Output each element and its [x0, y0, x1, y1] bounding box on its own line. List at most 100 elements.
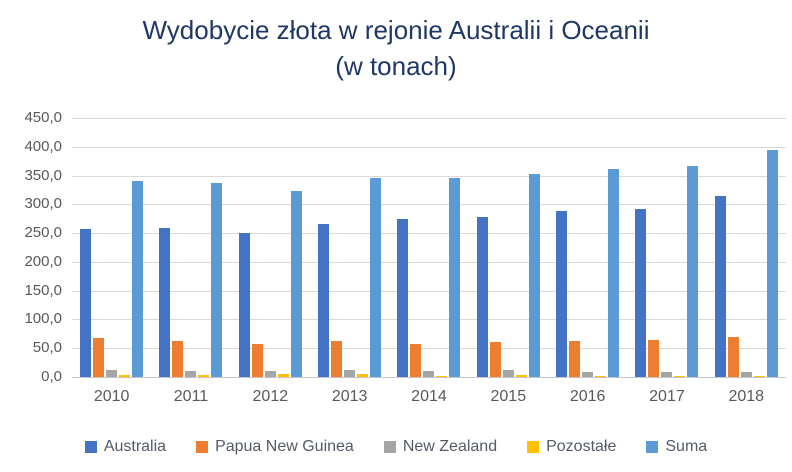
- bar-papua-new-guinea-2016: [569, 341, 581, 377]
- x-axis-label-2013: 2013: [331, 388, 368, 405]
- legend-item-australia: Australia: [84, 438, 167, 456]
- bar-new-zealand-2010: [106, 370, 118, 377]
- x-axis-label-2011: 2011: [173, 388, 209, 405]
- gridline: [72, 233, 786, 235]
- bar-suma-2015: [528, 174, 540, 377]
- bar-pozosta-e-2012: [277, 374, 289, 377]
- bar-suma-2014: [449, 178, 461, 377]
- bar-group-2013: [310, 118, 389, 377]
- bar-new-zealand-2011: [185, 371, 197, 377]
- bar-group-2016: [548, 118, 627, 377]
- gridline: [72, 261, 786, 263]
- bar-group-2011: [151, 118, 230, 377]
- bar-australia-2015: [476, 217, 488, 377]
- bar-new-zealand-2018: [740, 372, 752, 377]
- bar-papua-new-guinea-2015: [489, 342, 501, 377]
- bar-papua-new-guinea-2010: [93, 338, 105, 377]
- y-axis-tick-label: 350,0: [24, 166, 62, 184]
- legend-item-pozosta-e: Pozostałe: [527, 438, 616, 456]
- legend-label: Papua New Guinea: [215, 438, 354, 455]
- bar-new-zealand-2017: [661, 372, 673, 377]
- gridline: [72, 118, 786, 119]
- x-axis: 2010 2011 2012 2013 2014 2015 2016 2017 2018: [72, 388, 786, 406]
- bar-pozosta-e-2013: [357, 374, 369, 377]
- bar-suma-2011: [211, 183, 223, 377]
- legend-swatch-icon: [527, 441, 540, 453]
- chart-subtitle: (w tonach): [335, 51, 457, 81]
- gridline: [72, 175, 786, 177]
- y-axis-tick-label: 400,0: [24, 137, 62, 155]
- x-axis-label-2017: 2017: [649, 388, 685, 405]
- legend: Australia Papua New Guinea New Zealand Pozo…: [0, 438, 792, 456]
- y-axis-tick-label: 0,0: [41, 368, 62, 385]
- legend-swatch-icon: [196, 441, 209, 453]
- x-axis-label-2018: 2018: [728, 388, 765, 405]
- bar-papua-new-guinea-2013: [331, 341, 343, 377]
- legend-label: New Zealand: [402, 438, 498, 455]
- bar-suma-2016: [608, 169, 620, 377]
- y-axis-tick-label: 100,0: [24, 310, 62, 328]
- bar-australia-2014: [397, 219, 409, 377]
- bar-new-zealand-2014: [423, 371, 435, 377]
- gridline: [72, 348, 786, 350]
- plot-area: [72, 118, 786, 378]
- bar-pozosta-e-2016: [595, 376, 607, 377]
- bar-pozosta-e-2011: [198, 375, 210, 377]
- legend-item-suma: Suma: [646, 438, 707, 456]
- bar-pozosta-e-2014: [436, 376, 448, 377]
- legend-swatch-icon: [84, 441, 97, 453]
- y-axis-tick-label: 250,0: [24, 224, 62, 242]
- bar-new-zealand-2016: [582, 372, 594, 377]
- legend-label: Pozostałe: [546, 438, 617, 455]
- legend-swatch-icon: [646, 441, 659, 453]
- gridline: [72, 290, 786, 292]
- bar-pozosta-e-2010: [119, 375, 131, 377]
- legend-label: Australia: [103, 438, 167, 455]
- x-axis-label-2010: 2010: [93, 388, 130, 405]
- bar-australia-2012: [238, 233, 250, 377]
- bar-australia-2016: [556, 211, 568, 377]
- bar-suma-2018: [766, 150, 778, 377]
- x-axis-label-2015: 2015: [490, 388, 527, 405]
- gridline: [72, 146, 786, 148]
- bar-group-2012: [231, 118, 310, 377]
- x-axis-label-2014: 2014: [411, 388, 447, 405]
- bar-group-2017: [627, 118, 706, 377]
- chart-title-block: Wydobycie złota w rejonie Australii i Oc…: [0, 12, 792, 84]
- bar-pozosta-e-2017: [674, 376, 686, 377]
- legend-item-papua-new-guinea: Papua New Guinea: [196, 438, 354, 456]
- bar-papua-new-guinea-2011: [172, 341, 184, 377]
- legend-swatch-icon: [383, 441, 396, 453]
- y-axis-tick-label: 50,0: [32, 339, 62, 357]
- bar-australia-2013: [318, 224, 330, 377]
- bar-suma-2013: [370, 178, 382, 377]
- chart-title: Wydobycie złota w rejonie Australii i Oc…: [142, 15, 650, 45]
- bar-group-2015: [469, 118, 548, 377]
- bar-suma-2017: [687, 166, 699, 377]
- bar-papua-new-guinea-2017: [648, 340, 660, 377]
- x-axis-label-2016: 2016: [569, 388, 606, 405]
- bar-group-2014: [389, 118, 468, 377]
- bar-suma-2012: [290, 191, 302, 377]
- bar-australia-2018: [714, 196, 726, 377]
- gridline: [72, 319, 786, 321]
- gridline: [72, 204, 786, 206]
- bar-group-2010: [72, 118, 151, 377]
- y-axis-tick-label: 300,0: [24, 195, 62, 213]
- bar-new-zealand-2015: [502, 370, 514, 377]
- bar-papua-new-guinea-2018: [727, 337, 739, 377]
- bar-new-zealand-2012: [264, 371, 276, 377]
- y-axis-tick-label: 200,0: [24, 252, 62, 270]
- y-axis-tick-label: 450,0: [24, 109, 62, 126]
- x-axis-label-2012: 2012: [252, 388, 289, 405]
- bar-group-2018: [707, 118, 786, 377]
- bars-row: [72, 118, 786, 377]
- bar-papua-new-guinea-2014: [410, 344, 422, 377]
- legend-label: Suma: [665, 438, 708, 455]
- y-axis-tick-label: 150,0: [24, 281, 62, 299]
- bar-pozosta-e-2015: [515, 375, 527, 377]
- bar-papua-new-guinea-2012: [251, 344, 263, 377]
- bar-suma-2010: [132, 181, 144, 377]
- legend-item-new-zealand: New Zealand: [383, 438, 498, 456]
